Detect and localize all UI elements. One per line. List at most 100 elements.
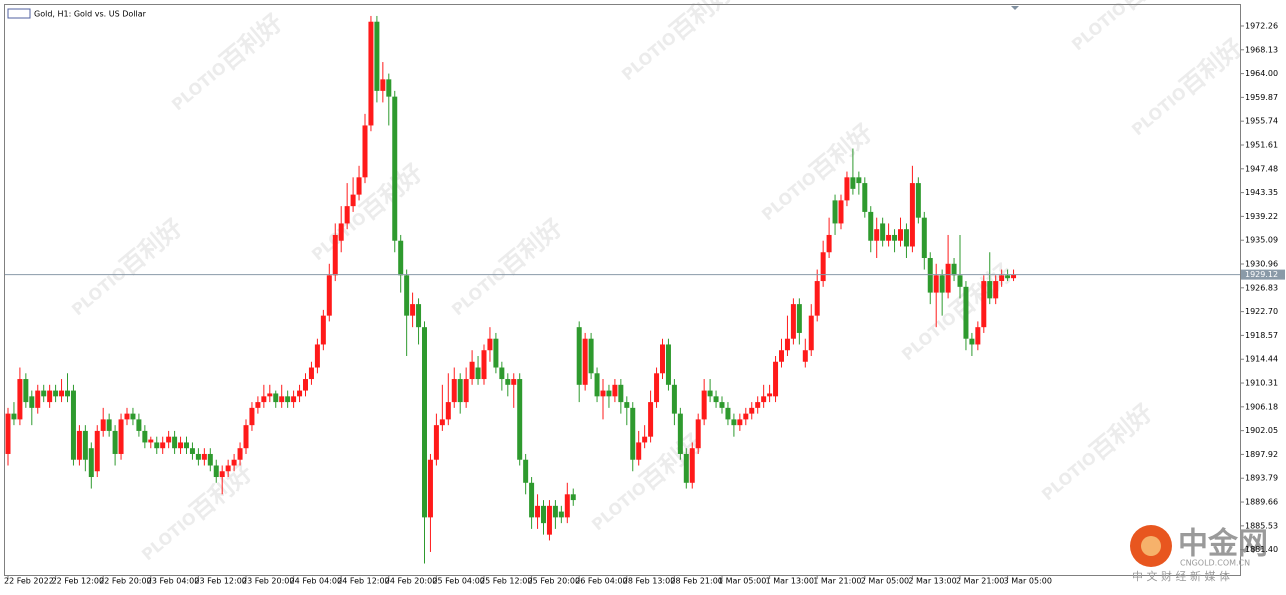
candle-body xyxy=(475,367,481,380)
candle-body xyxy=(981,281,987,328)
x-tick-label: 28 Feb 13:00 xyxy=(623,577,675,586)
candle-body xyxy=(784,338,790,351)
y-tick-label: 1939.22 xyxy=(1245,212,1278,221)
candle-body xyxy=(261,396,267,403)
candle-body xyxy=(552,505,558,518)
candle-body xyxy=(588,338,594,374)
y-tick-label: 1955.74 xyxy=(1245,117,1278,126)
candle-body xyxy=(35,390,41,408)
candle-body xyxy=(463,379,469,403)
candle-body xyxy=(945,263,951,293)
last-price-box xyxy=(1241,269,1285,280)
x-tick-label: 24 Feb 20:00 xyxy=(385,577,437,586)
candle-body xyxy=(963,286,969,339)
y-tick-label: 1902.05 xyxy=(1245,426,1278,435)
candle-body xyxy=(761,396,767,403)
candle-body xyxy=(915,183,921,218)
candle-body xyxy=(332,234,338,276)
candle-body xyxy=(969,338,975,345)
candle-body xyxy=(17,379,23,420)
candle-body xyxy=(749,407,755,414)
candle-body xyxy=(338,223,344,241)
candle-body xyxy=(630,407,636,460)
candle-body xyxy=(41,390,47,397)
candle-body xyxy=(790,304,796,339)
candle-body xyxy=(957,275,963,287)
candle-body xyxy=(422,327,427,518)
candle-body xyxy=(404,275,410,316)
candle-body xyxy=(82,430,88,460)
candle-body xyxy=(76,430,82,460)
candle-body xyxy=(618,384,624,403)
candle-body xyxy=(844,177,850,201)
candle-body xyxy=(939,275,945,293)
candle-body xyxy=(267,393,273,397)
candle-body xyxy=(767,393,773,397)
candle-body xyxy=(648,402,654,437)
y-tick-label: 1947.48 xyxy=(1245,164,1278,173)
candle-body xyxy=(207,453,213,466)
candle-body xyxy=(29,396,35,408)
candle-body xyxy=(719,402,725,408)
candle-body xyxy=(880,223,886,241)
candle-body xyxy=(737,419,743,426)
candle-body xyxy=(951,263,957,276)
candle-body xyxy=(451,379,457,403)
candle-body xyxy=(398,240,404,276)
candle-body xyxy=(368,21,374,126)
candle-body xyxy=(689,448,695,483)
candle-body xyxy=(606,390,612,397)
candle-body xyxy=(600,390,606,397)
y-tick-label: 1922.70 xyxy=(1245,307,1278,316)
y-tick-label: 1951.61 xyxy=(1245,140,1278,149)
candle-body xyxy=(677,413,683,454)
candle-body xyxy=(320,315,326,345)
candle-body xyxy=(862,183,868,212)
candle-body xyxy=(53,390,59,397)
y-tick-label: 1972.26 xyxy=(1245,21,1278,30)
candle-body xyxy=(374,21,380,91)
candle-body xyxy=(433,425,439,460)
y-tick-label: 1926.83 xyxy=(1245,283,1278,292)
y-tick-label: 1964.00 xyxy=(1245,69,1278,78)
y-tick-label: 1881.40 xyxy=(1245,545,1278,554)
candle-body xyxy=(1011,274,1017,279)
y-tick-label: 1918.57 xyxy=(1245,331,1278,340)
candle-body xyxy=(279,396,285,403)
candle-body xyxy=(23,379,29,403)
logo-site: CNGOLD.COM.CN xyxy=(1180,559,1250,568)
candle-body xyxy=(297,390,303,397)
x-tick-label: 23 Feb 20:00 xyxy=(242,577,294,586)
candle-body xyxy=(231,459,237,466)
candle-body xyxy=(695,419,701,449)
candle-body xyxy=(59,390,65,397)
candle-body xyxy=(850,177,856,189)
x-tick-label: 28 Feb 21:00 xyxy=(670,577,722,586)
candle-body xyxy=(344,206,350,224)
candle-body xyxy=(100,419,106,431)
y-tick-label: 1906.18 xyxy=(1245,402,1278,411)
candle-body xyxy=(564,494,570,518)
candle-body xyxy=(237,448,243,460)
candle-body xyxy=(303,379,308,391)
candle-body xyxy=(927,258,933,293)
candle-body xyxy=(166,436,172,443)
x-tick-label: 1 Mar 13:00 xyxy=(766,577,814,586)
candle-body xyxy=(993,281,999,299)
logo-slogan: 中 文 财 经 新 媒 体 xyxy=(1132,569,1230,583)
y-tick-label: 1889.66 xyxy=(1245,498,1278,507)
candle-body xyxy=(707,390,713,397)
x-tick-label: 1 Mar 05:00 xyxy=(718,577,766,586)
logo-inner xyxy=(1141,536,1161,556)
x-tick-label: 24 Feb 04:00 xyxy=(290,577,342,586)
candle-body xyxy=(582,338,588,385)
candle-body xyxy=(975,327,981,345)
candle-body xyxy=(392,96,398,241)
candle-body xyxy=(701,390,707,420)
candle-body xyxy=(362,125,368,178)
candle-body xyxy=(273,393,279,403)
candle-body xyxy=(570,494,576,501)
candle-body xyxy=(558,511,564,518)
candle-body xyxy=(535,505,541,518)
